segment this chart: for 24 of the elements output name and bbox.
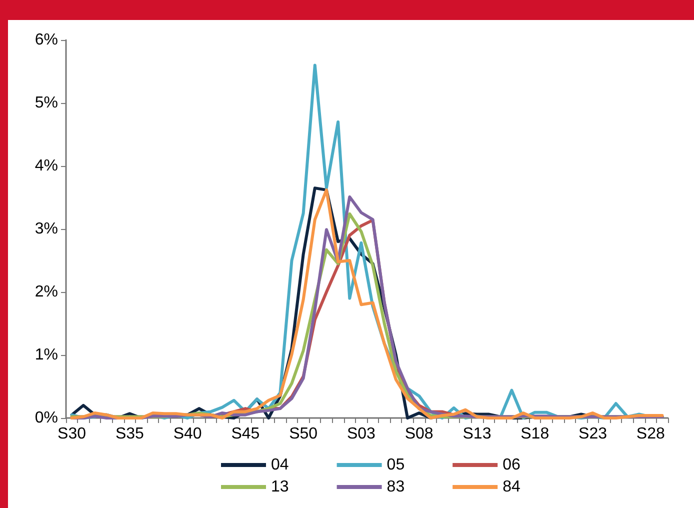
legend-label: 83 (386, 478, 405, 496)
legend-label: 04 (271, 456, 289, 474)
x-tick-label: S35 (115, 426, 144, 442)
x-tick-label: S13 (462, 426, 492, 442)
x-tick-label: S18 (520, 426, 550, 442)
y-tick-label: 4% (34, 158, 58, 174)
x-tick-label: S45 (231, 426, 260, 442)
y-tick-label: 2% (34, 284, 58, 300)
y-tick-label: 6% (34, 32, 58, 48)
y-tick-label: 0% (34, 410, 58, 426)
legend-label: 05 (386, 456, 405, 474)
x-tick-label: S03 (346, 426, 376, 442)
legend-label: 84 (502, 478, 520, 496)
x-tick-label: S23 (578, 426, 608, 442)
x-tick-label: S28 (636, 426, 665, 442)
legend-label: 06 (502, 456, 520, 474)
y-tick-label: 1% (34, 346, 58, 364)
x-tick-label: S08 (404, 426, 434, 442)
x-tick-label: S40 (173, 426, 202, 442)
x-tick-label: S50 (289, 426, 318, 442)
y-tick-label: 3% (34, 220, 58, 238)
y-tick-label: 5% (34, 94, 58, 112)
x-tick-label: S30 (58, 426, 86, 442)
legend-label: 13 (271, 478, 289, 496)
